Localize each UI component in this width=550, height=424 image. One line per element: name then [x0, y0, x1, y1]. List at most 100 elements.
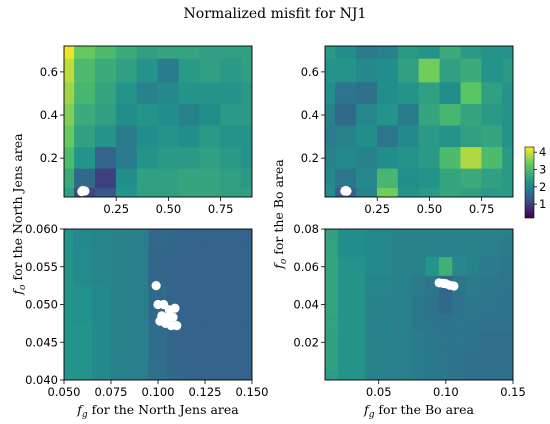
- points: [340, 185, 352, 196]
- heatmap-cell: [64, 147, 75, 170]
- heatmap-cell: [185, 285, 206, 324]
- heatmap-cell: [338, 351, 366, 371]
- heatmap-cell: [364, 313, 393, 334]
- heatmap-cell: [499, 332, 513, 352]
- heatmap-cell: [220, 188, 242, 197]
- heatmap-cell: [241, 46, 252, 60]
- heatmap-cell: [481, 188, 503, 197]
- heatmap-cell: [91, 285, 112, 324]
- x-tick-label: 0.150: [236, 385, 269, 399]
- heatmap-cell: [465, 294, 480, 315]
- x-tick-label: 0.15: [500, 385, 526, 399]
- heatmap-cell: [129, 285, 149, 324]
- heatmap-cell: [64, 285, 74, 324]
- heatmap-cell: [418, 168, 441, 189]
- heatmap-cell: [199, 103, 221, 127]
- heatmap-cell: [438, 313, 453, 334]
- heatmap-cell: [452, 351, 467, 371]
- heatmap-cell: [95, 188, 117, 197]
- heatmap-cell: [167, 247, 187, 286]
- panel-bottom-left: 0.050 0.075 0.100 0.125 0.150 0.040 0.045 0.050…: [10, 133, 268, 420]
- heatmap-cell: [136, 147, 159, 170]
- heatmap-cell: [411, 275, 427, 296]
- heatmap-cell: [356, 58, 378, 83]
- heatmap-cell: [425, 257, 440, 277]
- heatmap-cell: [356, 46, 378, 60]
- heatmap-cell: [220, 46, 242, 60]
- heatmap-cell: [325, 351, 339, 371]
- heatmap-cells: [64, 229, 252, 380]
- heatmap-cell: [199, 125, 221, 148]
- heatmap-cell: [148, 247, 168, 286]
- colorbar-tick-label: 3: [539, 163, 546, 177]
- heatmap-cell: [95, 46, 117, 60]
- heatmap-cell: [452, 313, 467, 334]
- heatmap-cell: [418, 46, 441, 60]
- heatmap-cell: [64, 125, 75, 148]
- heatmap-cell: [110, 323, 131, 362]
- heatmap-cell: [502, 46, 513, 60]
- heatmap-cell: [95, 125, 117, 148]
- x-tick-label: 0.125: [189, 385, 222, 399]
- heatmap-cell: [157, 188, 180, 197]
- heatmap-cell: [479, 257, 500, 277]
- heatmap-cell: [438, 294, 453, 315]
- heatmap-cell: [356, 125, 378, 148]
- heatmap-cell: [452, 332, 467, 352]
- heatmap-cell: [64, 82, 75, 105]
- heatmap-cell: [452, 238, 467, 258]
- heatmap-cell: [242, 360, 252, 380]
- heatmap-cell: [481, 147, 503, 170]
- panel-top-right: 0.25 0.50 0.75 0.2 0.4 0.6: [301, 45, 514, 216]
- heatmap-cell: [64, 58, 75, 83]
- heatmap-cell: [325, 257, 339, 277]
- heatmap-cell: [64, 360, 74, 380]
- heatmap-cell: [110, 229, 131, 249]
- heatmap-cell: [325, 188, 336, 197]
- heatmap-cell: [479, 238, 500, 258]
- heatmap-cell: [425, 238, 440, 258]
- heatmap-cell: [460, 46, 482, 60]
- heatmap-cell: [376, 82, 399, 105]
- heatmap-cell: [338, 238, 366, 258]
- heatmap-cell: [167, 229, 187, 249]
- heatmap-cell: [64, 188, 75, 197]
- heatmap-cell: [185, 360, 206, 380]
- heatmap-cell: [376, 188, 399, 197]
- heatmap-cell: [338, 370, 366, 380]
- heatmap-cell: [335, 147, 357, 170]
- heatmap-cell: [115, 46, 138, 60]
- data-point: [166, 321, 176, 331]
- heatmap-cell: [391, 229, 413, 239]
- heatmap-cell: [241, 58, 252, 83]
- heatmap-cell: [465, 238, 480, 258]
- heatmap-cell: [148, 229, 168, 249]
- heatmap-cell: [439, 103, 462, 127]
- heatmap-cell: [411, 238, 427, 258]
- heatmap-cell: [364, 257, 393, 277]
- heatmap-cell: [157, 82, 180, 105]
- heatmap-cell: [199, 46, 221, 60]
- y-tick-label: 0.2: [301, 151, 319, 165]
- heatmap-cell: [199, 168, 221, 189]
- heatmap-cell: [178, 58, 201, 83]
- x-tick-label: 0.50: [417, 202, 443, 216]
- heatmap-cell: [91, 360, 112, 380]
- heatmap-cell: [502, 188, 513, 197]
- heatmap-cell: [499, 313, 513, 334]
- heatmap-cell: [376, 103, 399, 127]
- heatmap-cell: [425, 351, 440, 371]
- heatmap-cell: [74, 147, 96, 170]
- heatmap-cell: [356, 147, 378, 170]
- heatmap-cell: [425, 332, 440, 352]
- heatmap-cell: [425, 370, 440, 380]
- heatmap-cell: [479, 275, 500, 296]
- heatmap-cell: [178, 188, 201, 197]
- heatmap-cell: [499, 370, 513, 380]
- heatmap-cell: [148, 323, 168, 362]
- heatmap-cell: [115, 188, 138, 197]
- y-tick-label: 0.040: [25, 373, 58, 387]
- points: [434, 278, 459, 291]
- heatmap-cell: [241, 125, 252, 148]
- heatmap-cell: [129, 360, 149, 380]
